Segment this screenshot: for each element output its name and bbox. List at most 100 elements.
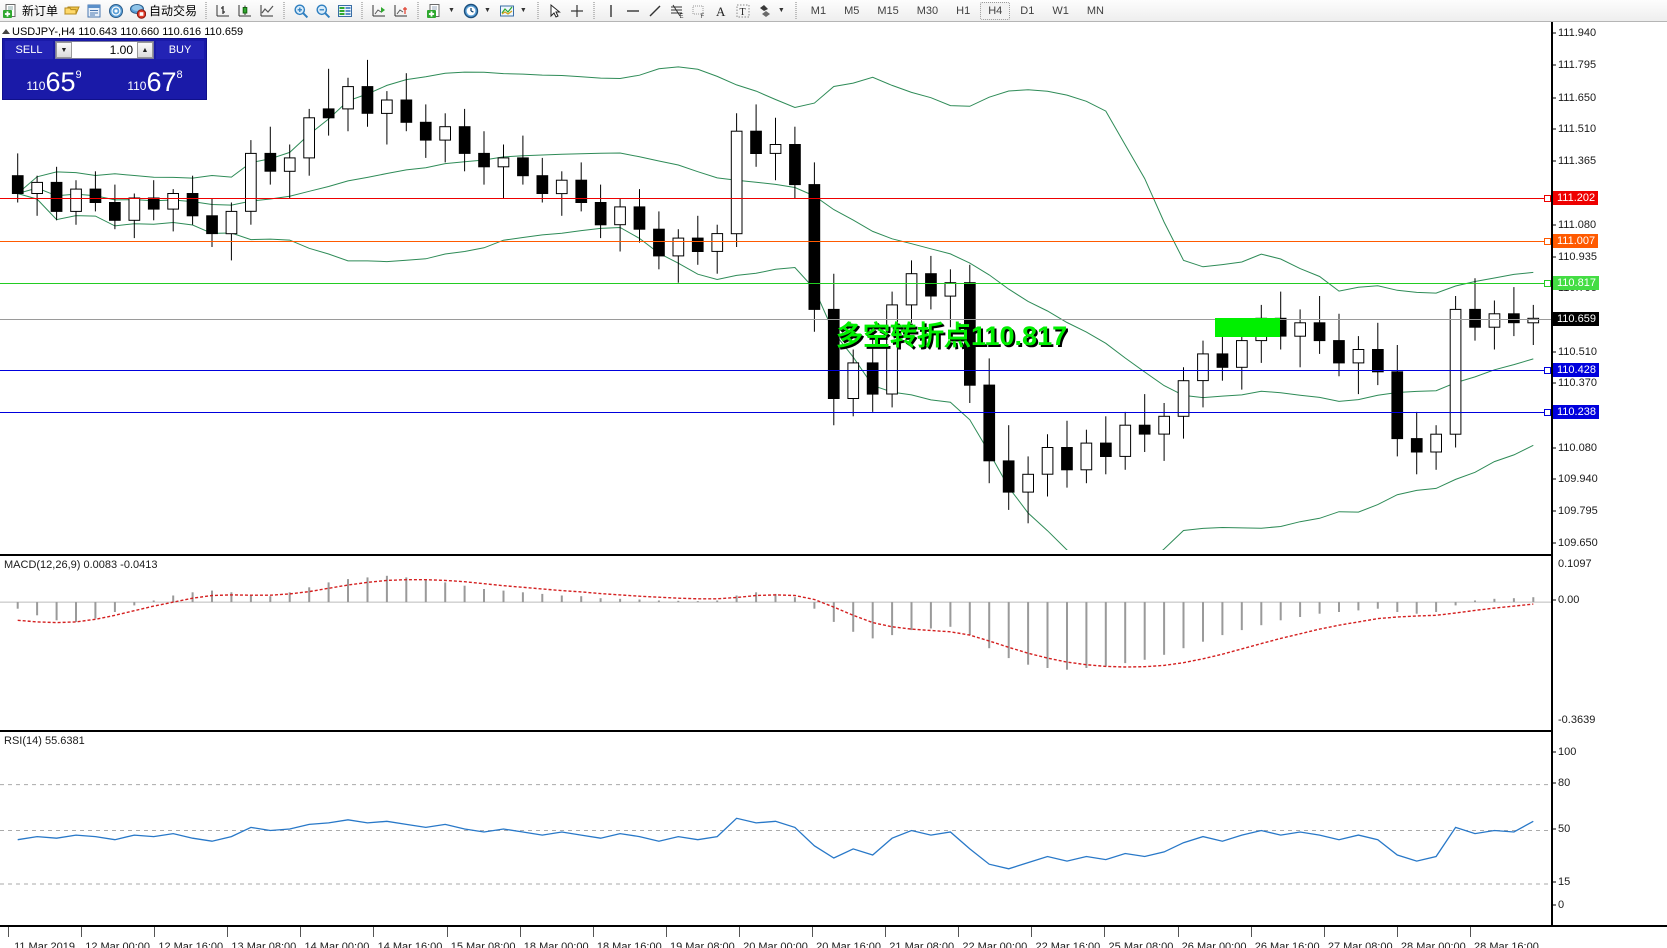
time-tick-label: 20 Mar 00:00 [743, 941, 808, 948]
macd-pane[interactable]: MACD(12,26,9) 0.0083 -0.0413 [0, 554, 1551, 726]
resistance-line-2[interactable] [0, 240, 1551, 242]
data-window-button[interactable] [83, 1, 105, 21]
time-tick-label: 22 Mar 00:00 [962, 941, 1028, 948]
buy-button[interactable]: BUY [156, 41, 204, 59]
time-tick-mark [958, 927, 960, 937]
cursor-button[interactable] [544, 1, 566, 21]
rsi-pane[interactable]: RSI(14) 55.6381 [0, 730, 1551, 925]
resistance-line-1-label[interactable]: 111.202 [1553, 190, 1599, 205]
volume-up-button[interactable]: ▲ [137, 42, 153, 58]
auto-trading-button[interactable]: 自动交易 [127, 1, 200, 21]
channel-icon: F [691, 3, 707, 19]
resistance-line-1-handle[interactable] [1544, 194, 1551, 202]
toolbar-separator-4 [415, 1, 422, 20]
volume-dropdown-button[interactable]: ▼ [56, 42, 72, 58]
timeframe-m5[interactable]: M5 [844, 4, 860, 17]
new-order-button[interactable]: 新订单 [0, 1, 61, 21]
toolbar-separator-6 [590, 1, 597, 20]
chart-shift-button[interactable] [390, 1, 412, 21]
bar-chart-button[interactable] [212, 1, 234, 21]
pivot-line-handle[interactable] [1544, 280, 1551, 288]
zoom-in-button[interactable] [290, 1, 312, 21]
vertical-line-button[interactable] [600, 1, 622, 21]
time-axis: 11 Mar 2019 12 Mar 00:00 12 Mar 16:00 13 Ma… [0, 925, 1667, 948]
chart-list-button[interactable] [334, 1, 356, 21]
new-order-icon [3, 3, 19, 19]
chevron-down-icon[interactable]: ▼ [519, 7, 527, 14]
resistance-line-2-handle[interactable] [1544, 237, 1551, 245]
horizontal-line-button[interactable] [622, 1, 644, 21]
highlight-rectangle[interactable] [1215, 318, 1280, 337]
sell-price-button[interactable]: 110 65 9 [5, 61, 103, 97]
time-tick-label: 18 Mar 00:00 [523, 941, 589, 948]
sell-button[interactable]: SELL [5, 41, 53, 59]
volume-value[interactable]: 1.00 [72, 42, 137, 58]
candlestick-chart-button[interactable] [234, 1, 256, 21]
expert-advisors-button[interactable] [61, 1, 83, 21]
timeframe-h4[interactable]: H4 [980, 1, 1011, 20]
line-chart-button[interactable] [256, 1, 278, 21]
toolbar-separator-5 [534, 1, 541, 20]
time-tick-label: 14 Mar 16:00 [377, 941, 443, 948]
sell-price-pip: 9 [75, 69, 82, 81]
text-label-button[interactable]: T [732, 1, 754, 21]
timeframe-m15[interactable]: M15 [877, 4, 899, 17]
support-line-1-handle[interactable] [1544, 366, 1551, 374]
pivot-line[interactable] [0, 283, 1551, 285]
timeframe-d1[interactable]: D1 [1020, 4, 1035, 17]
auto-scroll-button[interactable] [368, 1, 390, 21]
resistance-line-1[interactable] [0, 197, 1551, 199]
equidistant-channel-button[interactable]: F [688, 1, 710, 21]
price-tick: 110.080 [1552, 442, 1597, 454]
buy-price-button[interactable]: 110 67 8 [106, 61, 204, 97]
chart-annotation-text[interactable]: 多空转折点110.817 [836, 321, 1068, 351]
chevron-down-icon[interactable]: ▼ [777, 7, 785, 14]
autotrade-icon [130, 3, 147, 19]
crosshair-button[interactable] [566, 1, 588, 21]
shapes-button[interactable]: ▼ [754, 1, 790, 21]
support-line-1[interactable] [0, 369, 1551, 371]
resistance-line-2-label[interactable]: 111.007 [1553, 233, 1599, 248]
chevron-down-icon[interactable]: ▼ [483, 7, 491, 14]
signals-button[interactable] [105, 1, 127, 21]
oct-prices: 110 65 9 110 67 8 [3, 61, 206, 99]
timeframe-m1[interactable]: M1 [810, 4, 827, 17]
zoom-out-button[interactable] [312, 1, 334, 21]
volume-field[interactable]: ▼ 1.00 ▲ [55, 41, 154, 59]
chevron-down-icon[interactable]: ▼ [448, 7, 455, 14]
pivot-line-label[interactable]: 110.817 [1553, 276, 1599, 291]
rsi-axis-tick: 100 [1552, 746, 1576, 758]
support-line-1-label[interactable]: 110.428 [1553, 362, 1599, 377]
timeframe-h1[interactable]: H1 [956, 4, 971, 17]
support-line-2-handle[interactable] [1544, 409, 1551, 417]
shapes-icon [757, 3, 773, 19]
timeframe-w1[interactable]: W1 [1052, 4, 1069, 17]
collapse-triangle-icon[interactable] [2, 29, 10, 34]
one-click-trading-panel[interactable]: SELL ▼ 1.00 ▲ BUY 110 65 9 110 67 8 [2, 38, 207, 100]
indicators-button[interactable]: ▼ [496, 1, 532, 21]
text-label-icon: T [735, 3, 751, 19]
data-window-icon [86, 3, 102, 19]
current-price-line-label[interactable]: 110.659 [1553, 311, 1599, 326]
timeframe-mn[interactable]: MN [1086, 4, 1104, 17]
time-tick-label: 27 Mar 08:00 [1327, 941, 1393, 948]
auto-scroll-icon [371, 3, 387, 19]
fibonacci-button[interactable]: E [666, 1, 688, 21]
chart-workspace[interactable]: USDJPY-,H4 110.643 110.660 110.616 110.6… [0, 22, 1667, 948]
time-tick-label: 26 Mar 00:00 [1181, 941, 1247, 948]
support-line-2[interactable] [0, 412, 1551, 414]
template-icon [427, 3, 443, 19]
current-price-line[interactable] [0, 318, 1551, 320]
time-tick-mark [885, 927, 887, 937]
templates-button[interactable]: ▼ [424, 1, 460, 21]
time-tick-mark [154, 927, 156, 937]
periodicity-button[interactable]: ▼ [460, 1, 496, 21]
text-button[interactable]: A [710, 1, 732, 21]
price-pane[interactable] [0, 22, 1551, 550]
macd-axis-tick: 0.1097 [1558, 558, 1592, 570]
support-line-2-label[interactable]: 110.238 [1553, 405, 1599, 420]
timeframe-m30[interactable]: M30 [916, 4, 939, 17]
time-tick-mark [300, 927, 302, 937]
time-tick-label: 19 Mar 08:00 [669, 941, 735, 948]
trendline-button[interactable] [644, 1, 666, 21]
